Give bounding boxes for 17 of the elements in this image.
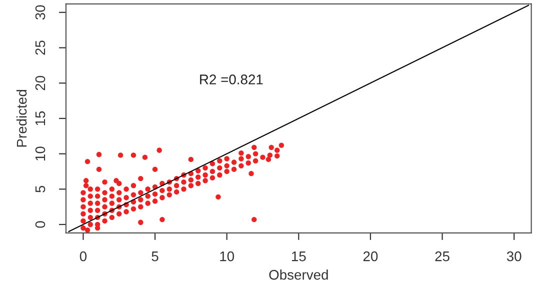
y-tick-label: 0	[35, 221, 46, 228]
y-tick-label: 20	[35, 76, 46, 90]
x-tick-label: 15	[292, 252, 306, 262]
x-tick-label: 0	[80, 251, 87, 262]
y-tick-label: 5	[35, 186, 46, 192]
x-tick-label: 25	[435, 251, 450, 262]
x-tick-label: 5	[152, 252, 158, 262]
y-axis-title: Predicted	[16, 90, 27, 147]
x-axis-title: Observed	[269, 270, 328, 280]
y-tick-label: 25	[35, 40, 46, 55]
x-tick-label: 10	[220, 251, 234, 262]
y-tick-label: 15	[35, 111, 46, 126]
annotation: R2 =0.821	[200, 74, 263, 84]
x-tick-label: 20	[363, 251, 378, 262]
y-tick-label: 30	[35, 5, 46, 20]
x-tick-label: 30	[506, 251, 522, 262]
y-tick-label: 10	[35, 146, 46, 160]
